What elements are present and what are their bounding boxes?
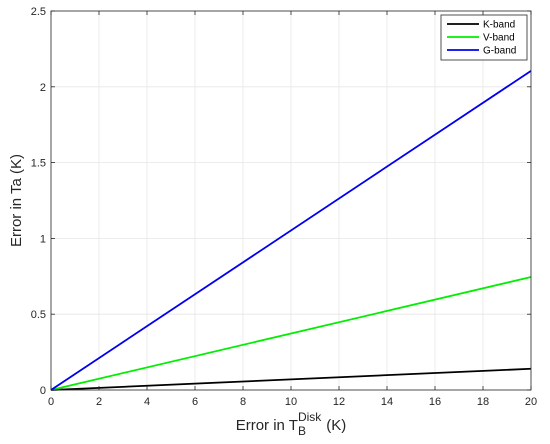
x-axis-title-subscript: B [298, 424, 306, 438]
y-tick-label: 1.5 [31, 158, 46, 170]
x-axis-title: Error in TBDisk (K) [236, 410, 347, 438]
series-lines [50, 70, 532, 391]
y-tick-label: 2 [40, 82, 46, 94]
x-tick-label: 4 [144, 396, 150, 408]
y-tick-label: 2.5 [31, 6, 46, 18]
x-tick-label: 0 [48, 396, 54, 408]
x-tick-label: 16 [429, 396, 441, 408]
y-tick-label: 0 [40, 385, 46, 397]
legend-label-k-band: K-band [483, 20, 515, 31]
x-tick-label: 14 [381, 396, 393, 408]
x-axis-title-unit: (K) [326, 417, 346, 434]
x-axis-title-main: Error in T [236, 417, 298, 434]
x-tick-label: 12 [333, 396, 345, 408]
x-axis-title-superscript: Disk [298, 410, 322, 424]
x-tick-label: 10 [285, 396, 297, 408]
x-tick-label: 18 [477, 396, 489, 408]
series-line-v-band [50, 276, 532, 391]
legend-label-g-band: G-band [483, 46, 516, 57]
x-tick-label: 6 [192, 396, 198, 408]
axis-ticks: 0 2 4 6 8 10 12 14 16 18 20 0 0.5 1 1.5 2 2.5 [31, 6, 537, 408]
series-line-g-band [50, 70, 532, 391]
x-tick-label: 20 [525, 396, 537, 408]
legend: K-band V-band G-band [440, 14, 528, 61]
y-tick-label: 1 [40, 233, 46, 245]
x-tick-label: 8 [240, 396, 246, 408]
y-axis-title: Error in Ta (K) [8, 154, 25, 247]
y-tick-label: 0.5 [31, 309, 46, 321]
legend-label-v-band: V-band [483, 33, 515, 44]
x-tick-label: 2 [96, 396, 102, 408]
series-line-k-band [50, 367, 532, 391]
